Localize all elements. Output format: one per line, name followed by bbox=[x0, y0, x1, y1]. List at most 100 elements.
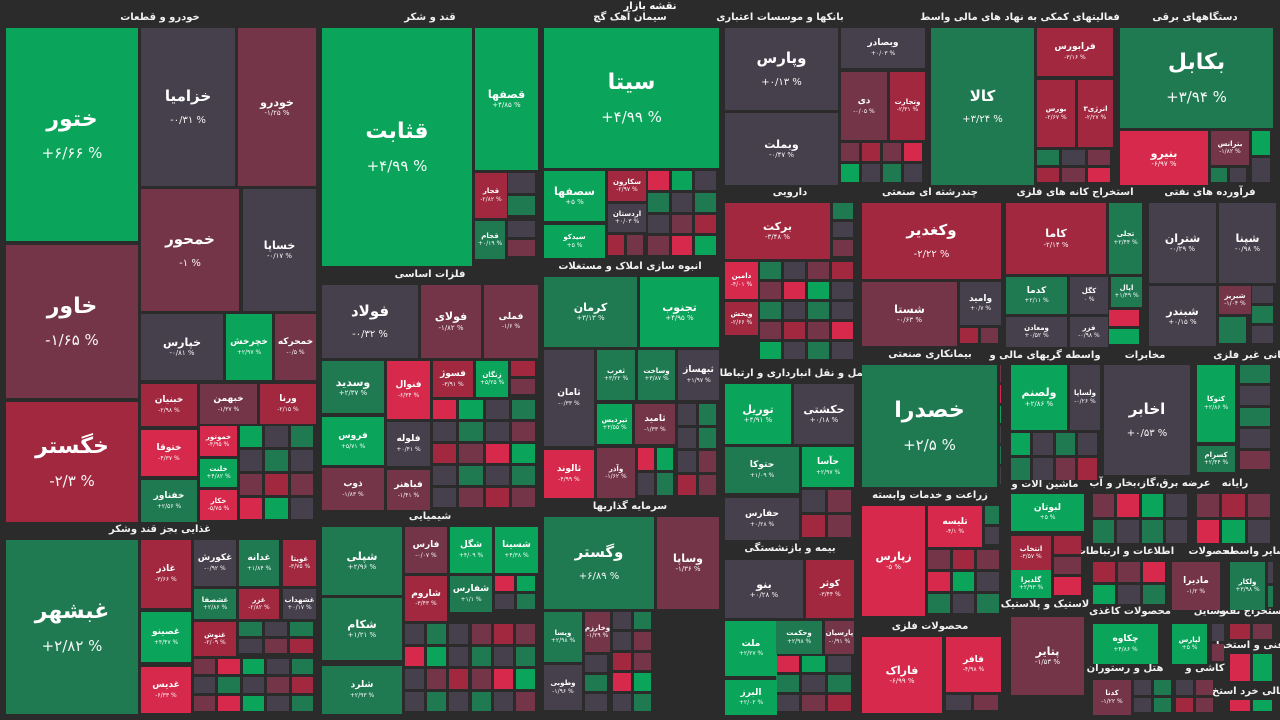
stock-tile-small[interactable] bbox=[1062, 167, 1085, 182]
stock-tile-small[interactable] bbox=[1117, 520, 1139, 543]
stock-tile-small[interactable] bbox=[627, 235, 643, 255]
stock-tile-small[interactable] bbox=[239, 622, 262, 636]
stock-tile[interactable]: شکام +۱/۲۱ % bbox=[322, 598, 402, 660]
stock-tile[interactable]: غکورش -۰/۹۲ % bbox=[194, 540, 236, 586]
stock-tile-small[interactable] bbox=[1037, 150, 1060, 165]
stock-tile-small[interactable] bbox=[1252, 326, 1273, 343]
stock-tile[interactable]: وآذر -۱/۶۲ % bbox=[597, 448, 635, 498]
stock-tile-small[interactable] bbox=[511, 379, 535, 394]
stock-tile[interactable]: فارس -۰/۰۷ % bbox=[405, 527, 447, 573]
stock-tile[interactable]: لپارس +۵ % bbox=[1172, 624, 1207, 664]
stock-tile-small[interactable] bbox=[290, 450, 313, 471]
stock-tile-small[interactable] bbox=[613, 652, 631, 671]
stock-tile-small[interactable] bbox=[828, 515, 851, 537]
stock-tile-small[interactable] bbox=[760, 262, 781, 279]
stock-tile-small[interactable] bbox=[1219, 317, 1246, 343]
stock-tile-small[interactable] bbox=[833, 221, 853, 238]
stock-tile[interactable]: خمحور -۱ % bbox=[141, 189, 239, 311]
stock-tile[interactable]: مادیرا -۱/۲ % bbox=[1172, 562, 1220, 610]
stock-tile-small[interactable] bbox=[633, 632, 651, 650]
stock-tile-small[interactable] bbox=[678, 474, 696, 495]
stock-tile[interactable]: ولصنم +۲/۸۶ % bbox=[1011, 365, 1067, 430]
stock-tile[interactable]: پتایر -۱/۵۳ % bbox=[1011, 617, 1084, 695]
stock-tile-small[interactable] bbox=[1093, 520, 1115, 543]
stock-tile-small[interactable] bbox=[695, 192, 716, 212]
stock-tile[interactable]: کگل ۰ % bbox=[1070, 277, 1108, 314]
stock-tile[interactable]: سیتا +۴/۹۹ % bbox=[544, 28, 719, 168]
stock-tile-small[interactable] bbox=[433, 444, 457, 463]
stock-tile-small[interactable] bbox=[1109, 310, 1139, 326]
stock-tile[interactable]: انتخاب -۳/۵۷ % bbox=[1011, 536, 1051, 570]
stock-tile-small[interactable] bbox=[1176, 680, 1193, 695]
stock-tile[interactable]: خبنیان -۲/۹۸ % bbox=[141, 384, 197, 426]
stock-tile-small[interactable] bbox=[784, 302, 805, 319]
stock-tile[interactable]: خبهمن -۱/۳۷ % bbox=[200, 384, 257, 424]
stock-tile-small[interactable] bbox=[1037, 167, 1060, 182]
stock-tile-small[interactable] bbox=[265, 426, 288, 447]
stock-tile-small[interactable] bbox=[265, 474, 288, 495]
stock-tile[interactable]: کسرام +۲/۴۴ % bbox=[1197, 446, 1235, 472]
stock-tile[interactable]: بورس -۲/۶۷ % bbox=[1037, 80, 1075, 147]
stock-tile-small[interactable] bbox=[1143, 584, 1165, 604]
stock-tile-small[interactable] bbox=[698, 427, 716, 448]
stock-tile-small[interactable] bbox=[760, 322, 781, 339]
stock-tile-small[interactable] bbox=[508, 240, 535, 256]
stock-tile[interactable]: اخابر +۰/۵۳ % bbox=[1104, 365, 1190, 475]
stock-tile-small[interactable] bbox=[671, 171, 693, 190]
stock-tile[interactable]: پارسیان -۰/۹۱ % bbox=[825, 621, 854, 654]
stock-tile[interactable]: فملی -۱/۶ % bbox=[484, 285, 538, 358]
stock-tile-small[interactable] bbox=[1165, 520, 1187, 543]
stock-tile[interactable]: قجار -۲/۸۲ % bbox=[475, 173, 507, 218]
stock-tile-small[interactable] bbox=[459, 488, 483, 507]
stock-tile-small[interactable] bbox=[218, 659, 240, 675]
stock-tile-small[interactable] bbox=[290, 474, 313, 495]
stock-tile[interactable]: ویخش -۲/۶۶ % bbox=[725, 302, 758, 335]
stock-tile[interactable]: کاما -۲/۱۴ % bbox=[1006, 203, 1106, 274]
stock-tile-small[interactable] bbox=[828, 675, 851, 692]
stock-tile-small[interactable] bbox=[515, 691, 535, 711]
stock-tile-small[interactable] bbox=[1240, 407, 1270, 427]
stock-tile-small[interactable] bbox=[695, 171, 716, 190]
stock-tile[interactable]: ومعادن +۰/۵۲ % bbox=[1006, 317, 1067, 347]
stock-tile-small[interactable] bbox=[802, 490, 825, 512]
stock-tile[interactable]: غشهداب +۰/۱۷ % bbox=[283, 589, 316, 619]
stock-tile[interactable]: شتران -۰/۲۹ % bbox=[1149, 203, 1216, 283]
stock-tile[interactable]: فرابورس -۳/۱۶ % bbox=[1037, 28, 1113, 76]
stock-tile[interactable]: شبریز -۱/۰۴ % bbox=[1219, 286, 1251, 314]
stock-tile[interactable]: فولاد -۰/۳۲ % bbox=[322, 285, 418, 358]
stock-tile[interactable]: ثامان -۰/۳۳ % bbox=[544, 350, 594, 446]
stock-tile-small[interactable] bbox=[1268, 562, 1273, 583]
stock-tile[interactable]: حکشتی +۰/۱۸ % bbox=[794, 384, 854, 444]
stock-tile-small[interactable] bbox=[613, 612, 631, 630]
stock-tile[interactable]: البرز +۲/۰۲ % bbox=[725, 680, 777, 715]
stock-tile[interactable]: فاراک -۶/۹۹ % bbox=[862, 637, 942, 713]
stock-tile-small[interactable] bbox=[698, 404, 716, 425]
stock-tile[interactable]: کالا +۳/۲۴ % bbox=[931, 28, 1034, 185]
stock-tile-small[interactable] bbox=[828, 694, 851, 711]
stock-tile-small[interactable] bbox=[613, 673, 631, 691]
stock-tile[interactable]: فولای -۱/۸۲ % bbox=[421, 285, 481, 358]
stock-tile-small[interactable] bbox=[832, 262, 853, 279]
stock-tile-small[interactable] bbox=[633, 673, 651, 691]
stock-tile-small[interactable] bbox=[1054, 556, 1081, 575]
stock-tile-small[interactable] bbox=[1230, 700, 1250, 711]
stock-tile-small[interactable] bbox=[1247, 520, 1270, 543]
stock-tile[interactable]: کوثر -۳/۴۴ % bbox=[806, 560, 854, 618]
stock-tile-small[interactable] bbox=[841, 143, 859, 161]
stock-tile-small[interactable] bbox=[828, 490, 851, 512]
stock-tile-small[interactable] bbox=[776, 656, 799, 673]
stock-tile-small[interactable] bbox=[585, 655, 607, 672]
stock-tile[interactable]: اردستان +۰/۰۳ % bbox=[608, 204, 646, 232]
stock-tile-small[interactable] bbox=[1230, 168, 1246, 182]
stock-tile-small[interactable] bbox=[1230, 624, 1250, 639]
stock-tile-small[interactable] bbox=[1087, 167, 1110, 182]
stock-tile-small[interactable] bbox=[239, 639, 262, 653]
stock-tile[interactable]: کتوکا +۲/۸۶ % bbox=[1197, 365, 1235, 442]
stock-tile-small[interactable] bbox=[511, 361, 535, 376]
stock-tile-small[interactable] bbox=[516, 594, 535, 609]
stock-tile-small[interactable] bbox=[1252, 624, 1272, 639]
stock-tile-small[interactable] bbox=[760, 342, 781, 359]
stock-tile-small[interactable] bbox=[862, 143, 880, 161]
stock-tile-small[interactable] bbox=[1000, 405, 1001, 423]
stock-tile-small[interactable] bbox=[242, 659, 265, 675]
